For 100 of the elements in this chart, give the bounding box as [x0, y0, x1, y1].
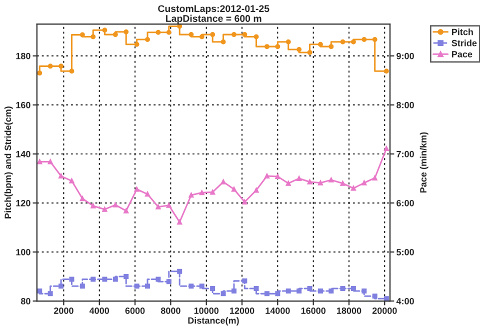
x-tick-label: 10000: [194, 308, 219, 314]
point: [362, 180, 367, 186]
y-tick-label: 180: [16, 52, 30, 60]
point: [350, 286, 356, 292]
point: [318, 180, 323, 186]
legend-label: Pitch: [452, 28, 473, 36]
point: [199, 284, 204, 289]
point: [188, 284, 194, 289]
y2-tick-label: 7:00: [396, 150, 414, 158]
point: [102, 28, 108, 33]
point: [177, 268, 182, 274]
point: [340, 286, 346, 292]
point: [254, 188, 259, 193]
point: [275, 291, 280, 296]
x-tick-label: 8000: [160, 308, 180, 314]
point: [69, 68, 74, 74]
point: [318, 288, 323, 294]
point: [372, 294, 378, 299]
point: [90, 34, 96, 40]
point: [318, 42, 323, 47]
chart-title: CustomLaps:2012-01-25: [158, 5, 270, 14]
y-tick-label: 80: [20, 298, 30, 304]
point: [210, 286, 216, 292]
point: [210, 190, 216, 195]
point: [37, 159, 42, 164]
x-tick-label: 12000: [230, 308, 254, 314]
point: [124, 208, 129, 214]
point: [264, 291, 270, 296]
y2-tick-label: 6:00: [396, 200, 414, 206]
y-axis-title: Pitch(bpm) and Stride(cm): [4, 106, 13, 218]
point: [124, 29, 129, 34]
point: [134, 284, 140, 289]
y2-tick-label: 9:00: [396, 52, 414, 60]
point: [37, 288, 42, 294]
point: [372, 175, 378, 180]
y-tick-label: 100: [16, 248, 30, 256]
y2-tick-label: 8:00: [396, 102, 414, 108]
chart-subtitle: LapDistance = 600 m: [166, 14, 262, 24]
point: [242, 32, 248, 38]
point: [188, 32, 194, 38]
x-tick-label: 6000: [125, 308, 145, 314]
point: [112, 276, 118, 282]
point: [328, 288, 334, 294]
point: [58, 284, 64, 289]
point: [296, 47, 302, 52]
point: [286, 288, 291, 294]
point: [328, 44, 334, 50]
point: [156, 276, 161, 282]
point: [220, 291, 226, 296]
point: [166, 30, 172, 35]
y-tick-label: 120: [16, 200, 30, 206]
point: [296, 288, 302, 294]
point: [362, 36, 367, 42]
point: [286, 39, 291, 44]
legend-label: Pace: [452, 51, 472, 58]
x-tick-label: 2000: [54, 308, 74, 314]
point: [328, 177, 334, 182]
point: [254, 286, 259, 292]
point: [134, 42, 140, 47]
point: [37, 70, 42, 76]
y-tick-label: 140: [16, 150, 30, 158]
legend-label: Stride: [452, 40, 477, 46]
point: [156, 30, 161, 35]
point: [307, 179, 312, 184]
y2-axis-title: Pace (min/km): [420, 132, 428, 193]
point: [69, 178, 74, 184]
point: [145, 36, 150, 42]
point: [372, 36, 378, 42]
point: [307, 286, 312, 292]
point: [102, 206, 108, 212]
point: [124, 274, 129, 280]
point: [231, 186, 236, 192]
point: [112, 32, 118, 38]
y2-tick-label: 4:00: [396, 298, 414, 304]
x-tick-label: 14000: [266, 308, 290, 314]
point: [177, 24, 182, 29]
point: [340, 39, 346, 44]
point: [48, 64, 53, 69]
point: [199, 34, 204, 40]
point: [220, 39, 226, 44]
point: [242, 278, 248, 284]
point: [231, 288, 236, 294]
point: [340, 180, 346, 186]
point: [80, 284, 85, 289]
point: [286, 180, 291, 186]
x-tick-label: 4000: [89, 308, 110, 314]
point: [264, 44, 270, 50]
point: [350, 186, 356, 191]
point: [90, 276, 96, 282]
y-tick-label: 160: [16, 102, 30, 108]
point: [275, 44, 280, 50]
point: [48, 291, 53, 296]
point: [145, 284, 150, 289]
x-tick-label: 20000: [372, 308, 397, 314]
point: [166, 279, 172, 284]
point: [242, 199, 248, 204]
point: [231, 32, 236, 38]
x-tick-label: 16000: [301, 308, 326, 314]
point: [48, 159, 53, 164]
point: [254, 34, 259, 40]
